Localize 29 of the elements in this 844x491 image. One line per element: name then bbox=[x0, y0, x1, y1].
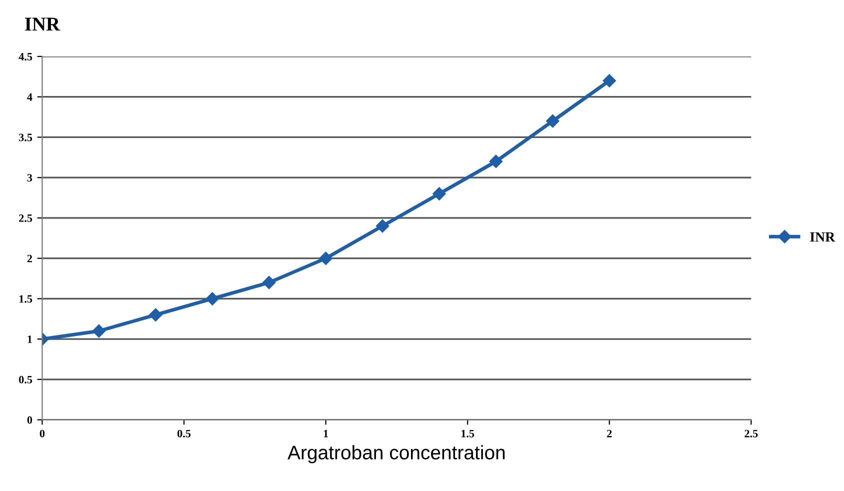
y-tick-label: 3 bbox=[27, 174, 32, 182]
y-tick-label: 4.5 bbox=[18, 53, 32, 60]
point bbox=[206, 292, 219, 306]
point bbox=[432, 187, 446, 200]
point bbox=[376, 219, 390, 233]
point bbox=[319, 252, 332, 265]
point bbox=[489, 154, 503, 168]
y-tick-label: 4 bbox=[27, 93, 32, 101]
x-tick-label: 2.5 bbox=[744, 430, 758, 438]
y-tick-label: 0.5 bbox=[19, 376, 32, 384]
point bbox=[92, 324, 106, 338]
point bbox=[546, 114, 560, 128]
point bbox=[149, 308, 162, 322]
x-tick-label: 0 bbox=[40, 430, 45, 438]
y-tick-label: 2 bbox=[27, 254, 32, 262]
x-axis-title: Argatroban concentration bbox=[288, 445, 505, 464]
y-tick-label: 0 bbox=[27, 416, 32, 424]
y-tick-label: 1 bbox=[28, 336, 32, 343]
x-tick-label: 1.5 bbox=[462, 430, 474, 438]
x-tick-label: 1 bbox=[324, 430, 328, 438]
point bbox=[602, 74, 616, 88]
y-tick-label: 3.5 bbox=[19, 134, 32, 142]
y-axis-title: INR bbox=[25, 18, 60, 31]
legend-label: INR bbox=[810, 232, 836, 242]
y-tick-label: 1.5 bbox=[19, 295, 32, 303]
x-tick-label: 2 bbox=[607, 430, 612, 438]
point bbox=[262, 276, 276, 290]
y-tick-label: 2.5 bbox=[19, 214, 32, 222]
x-tick-label: 0.5 bbox=[177, 430, 191, 438]
